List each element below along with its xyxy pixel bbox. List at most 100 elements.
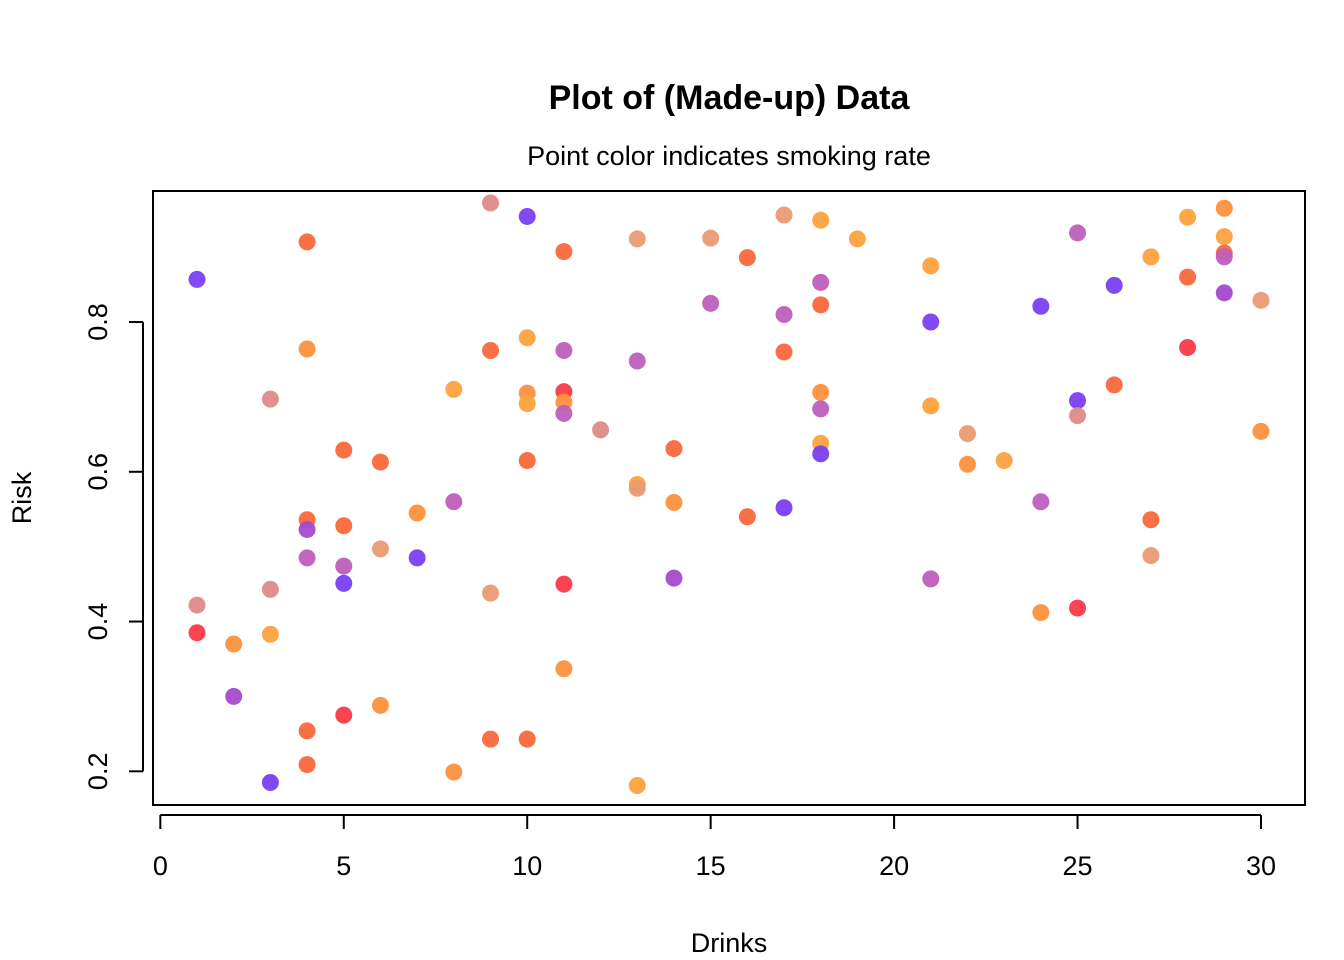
data-point	[335, 441, 353, 459]
data-point	[775, 343, 793, 361]
data-point	[702, 294, 720, 312]
data-point	[1142, 511, 1160, 529]
data-point	[812, 400, 830, 418]
data-point	[775, 206, 793, 224]
data-point	[1105, 276, 1123, 294]
data-point	[1032, 604, 1050, 622]
data-point	[1215, 228, 1233, 246]
data-point	[775, 306, 793, 324]
data-point	[225, 635, 243, 653]
y-axis-label: Risk	[7, 471, 37, 524]
x-axis: 0 5 10 15 20 25 30	[153, 814, 1276, 881]
data-point	[371, 540, 389, 558]
data-point	[371, 453, 389, 471]
data-point	[298, 520, 316, 538]
data-point	[812, 445, 830, 463]
data-point	[408, 549, 426, 567]
data-point	[371, 696, 389, 714]
data-point	[1069, 224, 1087, 242]
data-point	[628, 352, 646, 370]
data-point	[995, 452, 1013, 470]
data-point	[812, 383, 830, 401]
data-point	[922, 570, 940, 588]
data-point	[1252, 422, 1270, 440]
data-point	[1069, 407, 1087, 425]
plot-frame	[152, 190, 1306, 806]
y-axis: 0.2 0.4 0.6 0.8	[83, 303, 144, 790]
data-point	[1032, 493, 1050, 511]
data-point	[922, 313, 940, 331]
data-point	[628, 230, 646, 248]
chart-title: Plot of (Made-up) Data	[549, 79, 911, 117]
data-point	[1032, 297, 1050, 315]
data-point	[775, 499, 793, 517]
data-point	[555, 660, 573, 678]
data-point	[555, 575, 573, 593]
data-point	[1215, 199, 1233, 217]
data-point	[738, 508, 756, 526]
data-point	[335, 557, 353, 575]
data-point	[812, 273, 830, 291]
data-point	[812, 296, 830, 314]
data-point	[298, 722, 316, 740]
data-point	[848, 230, 866, 248]
data-point	[628, 777, 646, 795]
data-point	[1252, 291, 1270, 309]
y-tick-label: 0.8	[83, 303, 113, 341]
x-tick-label: 30	[1246, 851, 1276, 881]
y-tick-label: 0.6	[83, 453, 113, 491]
data-point	[518, 730, 536, 748]
chart-subtitle: Point color indicates smoking rate	[527, 141, 931, 171]
x-tick-label: 20	[879, 851, 909, 881]
data-point	[665, 440, 683, 458]
data-point	[518, 329, 536, 347]
data-point	[738, 249, 756, 267]
data-point	[188, 624, 206, 642]
data-point	[592, 421, 610, 439]
x-tick-label: 0	[153, 851, 168, 881]
data-point	[298, 549, 316, 567]
data-point	[518, 452, 536, 470]
data-point	[922, 257, 940, 275]
data-point	[445, 380, 463, 398]
data-point	[261, 580, 279, 598]
data-point	[702, 229, 720, 247]
data-point	[1142, 248, 1160, 266]
data-point	[555, 404, 573, 422]
data-point	[1215, 284, 1233, 302]
x-tick-label: 25	[1063, 851, 1093, 881]
x-tick-label: 10	[512, 851, 542, 881]
data-point	[261, 774, 279, 792]
data-point	[1179, 268, 1197, 286]
data-point	[335, 574, 353, 592]
data-point	[1069, 392, 1087, 410]
data-point	[958, 425, 976, 443]
data-point	[628, 479, 646, 497]
data-point	[445, 763, 463, 781]
data-point	[188, 270, 206, 288]
data-point	[958, 455, 976, 473]
data-point	[1179, 208, 1197, 226]
data-point	[812, 211, 830, 229]
data-point	[298, 340, 316, 358]
data-point	[188, 596, 206, 614]
data-point	[922, 397, 940, 415]
data-point	[335, 706, 353, 724]
data-point	[1069, 599, 1087, 617]
data-point	[482, 584, 500, 602]
data-point	[518, 207, 536, 225]
data-point	[445, 493, 463, 511]
data-point	[298, 233, 316, 251]
data-point	[1179, 338, 1197, 356]
x-axis-label: Drinks	[691, 928, 768, 958]
x-tick-label: 5	[336, 851, 351, 881]
data-point	[408, 504, 426, 522]
data-point	[1142, 547, 1160, 565]
data-point	[665, 569, 683, 587]
x-tick-label: 15	[696, 851, 726, 881]
data-point	[1215, 248, 1233, 266]
data-point	[261, 390, 279, 408]
data-point	[555, 341, 573, 359]
data-points	[188, 194, 1270, 795]
